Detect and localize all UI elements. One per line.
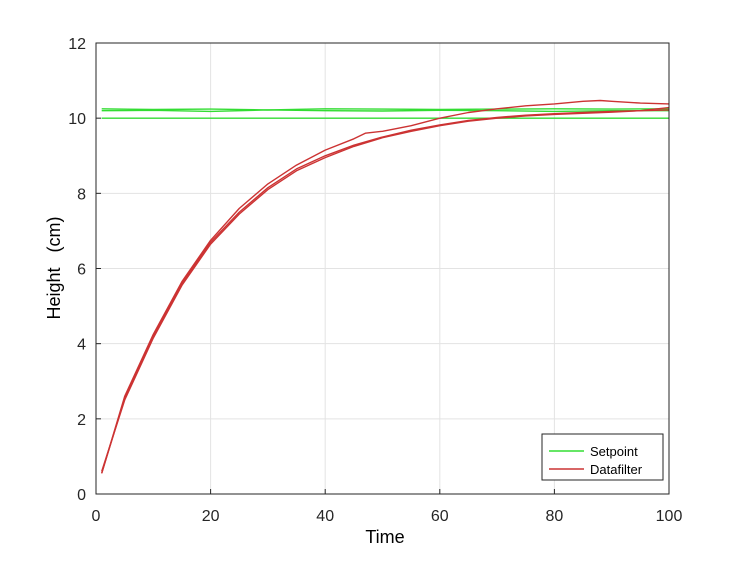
x-axis-label: Time <box>365 527 404 547</box>
legend-label-setpoint: Setpoint <box>590 444 638 459</box>
y-tick-label: 0 <box>77 487 86 504</box>
series-line-setpoint <box>101 108 670 111</box>
x-tick-label: 20 <box>202 508 220 525</box>
x-tick-label: 0 <box>92 508 101 525</box>
legend-label-datafilter: Datafilter <box>590 462 643 477</box>
y-tick-label: 10 <box>68 111 86 128</box>
y-tick-label: 12 <box>68 36 86 53</box>
x-tick-label: 60 <box>431 508 449 525</box>
y-tick-label: 8 <box>77 186 86 203</box>
y-tick-label: 4 <box>77 337 86 354</box>
y-tick-label: 6 <box>77 262 86 279</box>
y-tick-label: 2 <box>77 412 86 429</box>
legend-box <box>541 433 664 481</box>
legend: Setpoint Datafilter <box>541 433 664 481</box>
ticks: 0 20 40 60 80 100 0 2 4 6 8 10 12 <box>68 36 682 525</box>
series-line-datafilter <box>101 106 670 472</box>
x-tick-label: 100 <box>656 508 683 525</box>
series-line-setpoint <box>101 109 669 113</box>
y-axis-label: Height (cm) <box>44 216 64 319</box>
x-tick-label: 40 <box>316 508 334 525</box>
x-tick-label: 80 <box>546 508 564 525</box>
series-layer <box>101 99 670 474</box>
series-line-datafilter <box>101 99 670 474</box>
